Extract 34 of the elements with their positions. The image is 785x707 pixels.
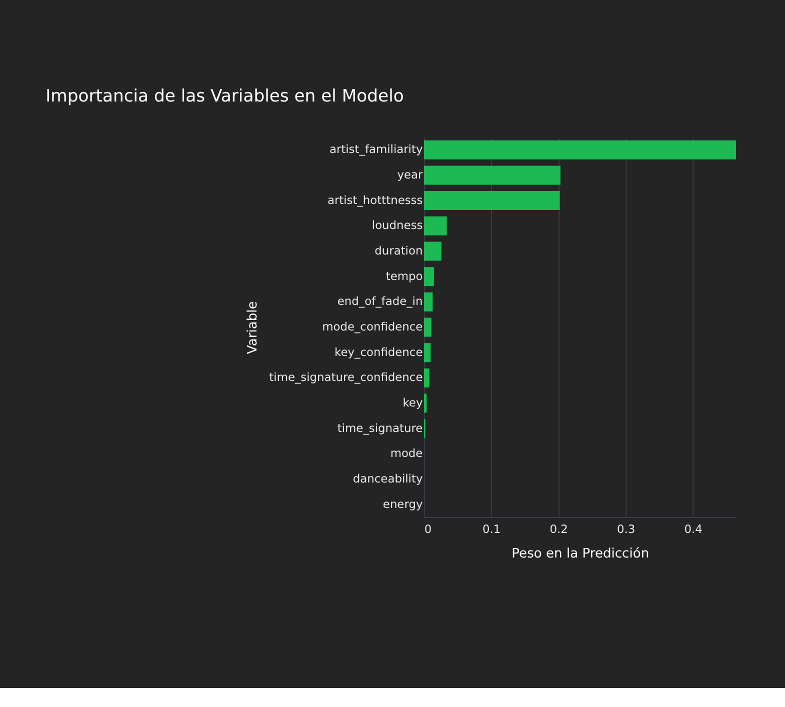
x-axis-title: Peso en la Predicción [512,546,650,562]
y-tick-label: time_signature [337,420,423,435]
x-tick-label: 0.1 [482,522,501,536]
bar [424,242,442,261]
y-tick-label: tempo [386,268,423,283]
bar [424,267,434,286]
y-tick-label: duration [374,244,423,258]
y-tick-label: key [402,396,423,410]
bar [424,343,431,362]
y-tick-label: end_of_fade_in [337,294,423,308]
text: Importancia de las Variables en el Modelo [46,86,404,106]
y-tick-label: artist_hotttnesss [327,192,423,207]
y-tick-label: key_confidence [334,344,423,359]
y-axis-title: Variable [246,301,261,354]
bar [424,140,736,160]
bar [424,292,433,312]
bar [424,368,430,388]
bar [424,394,427,413]
y-tick-label: artist_familiarity [329,142,423,156]
y-tick-label: year [397,167,424,182]
y-tick-label: energy [382,496,423,511]
x-tick-label: 0.4 [684,522,702,536]
bar [424,216,447,236]
bar [424,191,560,210]
bar [424,166,560,185]
x-tick-label: 0 [424,522,432,536]
y-tick-label: danceability [352,472,423,486]
y-tick-label: loudness [372,218,423,232]
x-tick-label: 0.2 [550,522,568,536]
y-tick-label: time_signature_confidence [269,370,423,384]
bar [424,318,432,337]
y-tick-label: mode [390,446,423,460]
y-tick-label: mode_confidence [322,320,423,334]
x-tick-label: 0.3 [617,522,636,536]
